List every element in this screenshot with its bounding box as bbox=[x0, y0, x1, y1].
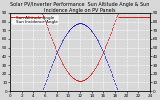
Legend: Sun Altitude Angle, Sun Incidence Angle: Sun Altitude Angle, Sun Incidence Angle bbox=[12, 15, 59, 25]
Title: Solar PV/Inverter Performance  Sun Altitude Angle & Sun Incidence Angle on PV Pa: Solar PV/Inverter Performance Sun Altitu… bbox=[10, 2, 150, 13]
